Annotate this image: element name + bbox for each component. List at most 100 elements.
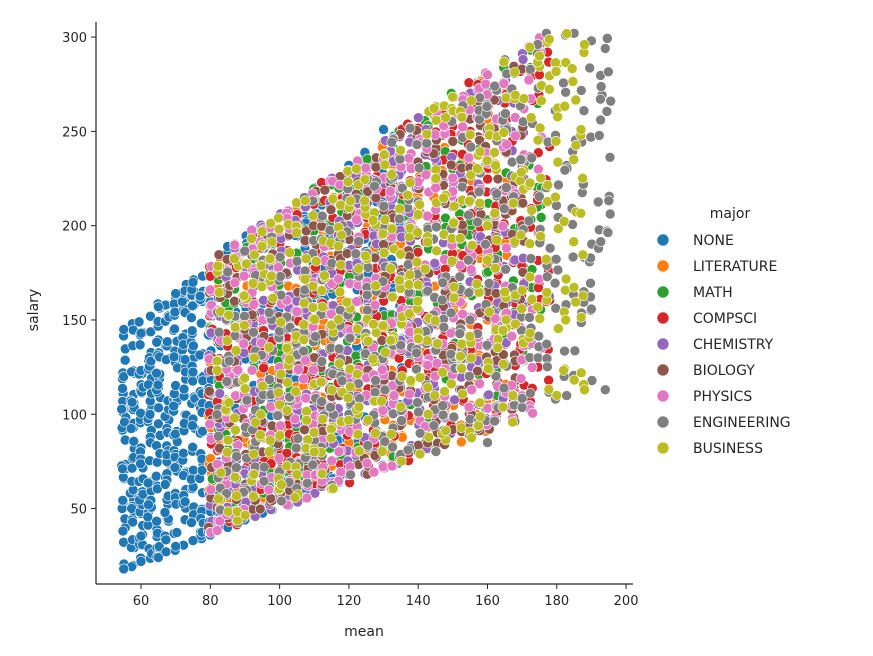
data-point	[535, 230, 546, 242]
data-point	[457, 308, 468, 320]
data-point	[592, 196, 604, 208]
legend-label: COMPSCI	[693, 311, 757, 327]
data-point	[187, 375, 198, 387]
data-point	[532, 301, 543, 313]
data-point	[569, 345, 581, 357]
data-point	[153, 301, 164, 313]
data-point	[526, 362, 538, 373]
data-point	[474, 378, 485, 390]
data-point	[558, 365, 569, 376]
data-point	[397, 182, 408, 194]
data-point	[430, 173, 442, 184]
data-point	[454, 233, 466, 244]
data-point	[298, 373, 309, 385]
data-point	[264, 374, 275, 385]
data-point	[213, 287, 225, 298]
data-point	[595, 93, 606, 105]
data-point	[205, 484, 217, 495]
data-point	[498, 203, 510, 214]
data-point	[263, 342, 275, 353]
data-point	[239, 320, 250, 331]
data-point	[344, 332, 356, 344]
data-point	[211, 355, 223, 367]
data-point	[319, 270, 330, 281]
data-point	[523, 74, 535, 86]
data-point	[379, 436, 391, 447]
data-point	[170, 540, 181, 552]
data-point	[517, 54, 529, 65]
data-point	[281, 405, 293, 416]
data-point	[153, 402, 164, 414]
data-point	[187, 441, 198, 453]
data-point	[466, 384, 477, 396]
data-point	[118, 563, 130, 575]
data-point	[440, 112, 451, 123]
data-point	[491, 234, 503, 246]
data-point	[482, 220, 493, 231]
data-point	[134, 339, 146, 351]
data-point	[439, 386, 450, 397]
data-point	[351, 323, 363, 335]
data-point	[325, 402, 336, 413]
legend-label: CHEMISTRY	[693, 337, 774, 353]
data-point	[420, 169, 432, 181]
data-point	[230, 345, 242, 356]
data-point	[509, 66, 520, 78]
data-point	[413, 162, 425, 174]
y-tick-label: 200	[62, 220, 87, 235]
data-point	[577, 172, 588, 184]
data-point	[302, 478, 313, 489]
data-point	[472, 365, 483, 377]
data-point	[378, 124, 389, 135]
data-point	[229, 295, 240, 307]
data-point	[151, 515, 162, 527]
series-business	[211, 28, 590, 526]
data-point	[483, 278, 495, 289]
data-point	[490, 262, 501, 274]
data-point	[533, 163, 544, 175]
data-point	[344, 363, 356, 375]
data-point	[552, 156, 564, 168]
data-point	[188, 340, 199, 352]
data-point	[552, 264, 564, 276]
data-point	[258, 475, 270, 487]
data-point	[456, 338, 468, 350]
legend-label: MATH	[693, 285, 733, 301]
data-point	[247, 278, 259, 289]
data-point	[273, 212, 284, 224]
x-tick-label: 140	[406, 594, 431, 609]
data-point	[326, 384, 338, 396]
data-point	[370, 161, 382, 173]
data-point	[196, 465, 208, 476]
data-point	[394, 274, 405, 286]
data-point	[179, 496, 191, 507]
legend-label: NONE	[693, 233, 734, 249]
data-point	[481, 101, 493, 112]
data-point	[379, 384, 391, 396]
data-point	[501, 139, 512, 150]
data-point	[325, 432, 337, 444]
data-point	[474, 146, 486, 157]
data-point	[361, 304, 373, 316]
data-point	[187, 420, 198, 431]
data-point	[281, 342, 293, 354]
data-point	[448, 201, 460, 212]
data-point	[422, 382, 434, 393]
data-point	[575, 367, 587, 379]
data-point	[464, 195, 475, 207]
data-point	[536, 95, 547, 106]
data-point	[327, 193, 339, 205]
data-point	[516, 166, 527, 178]
data-point	[248, 299, 260, 310]
data-point	[428, 420, 440, 431]
data-point	[525, 253, 537, 264]
data-point	[490, 288, 502, 299]
data-point	[232, 364, 244, 376]
data-point	[145, 355, 157, 367]
data-point	[353, 235, 364, 247]
data-point	[367, 215, 379, 226]
data-point	[187, 276, 199, 288]
data-point	[542, 179, 553, 191]
data-point	[509, 236, 521, 247]
data-point	[457, 388, 468, 400]
